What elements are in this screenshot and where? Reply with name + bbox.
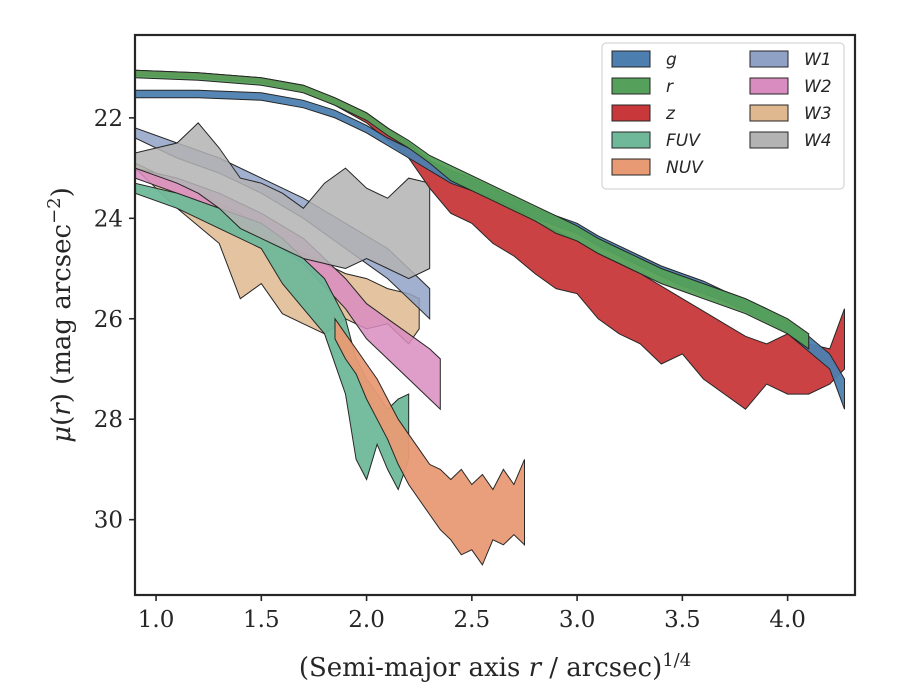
legend-label-r: r bbox=[666, 77, 674, 97]
legend-swatch-r bbox=[611, 77, 651, 95]
series-band-r bbox=[135, 69, 810, 350]
legend-label-w1: W1 bbox=[804, 50, 832, 70]
legend-swatch-fuv bbox=[611, 131, 651, 149]
x-tick-label: 2.5 bbox=[454, 607, 491, 633]
x-axis-label: (Semi-major axis r / arcsec)1/4 bbox=[299, 650, 691, 683]
y-tick-label: 24 bbox=[94, 206, 123, 232]
legend-swatch-w1 bbox=[749, 50, 789, 68]
legend: grz FUV NUV W1 W2 W3 W4 bbox=[601, 42, 845, 190]
plot-frame bbox=[133, 33, 857, 597]
legend-swatch-w2 bbox=[749, 77, 789, 95]
y-axis-label: μ(r) (mag arcsec−2) bbox=[44, 187, 77, 443]
legend-label-w2: W2 bbox=[804, 77, 832, 97]
legend-label-fuv: FUV bbox=[666, 131, 701, 151]
legend-label-z: z bbox=[665, 104, 676, 124]
x-tick-label: 3.5 bbox=[664, 607, 701, 633]
x-tick-label: 1.0 bbox=[138, 607, 175, 633]
legend-label-w3: W3 bbox=[804, 104, 832, 124]
y-tick-label: 30 bbox=[94, 508, 123, 534]
x-tick-label: 3.0 bbox=[559, 607, 596, 633]
y-tick-label: 28 bbox=[94, 407, 123, 433]
legend-swatch-g bbox=[611, 50, 651, 68]
series-layer bbox=[135, 69, 845, 566]
x-tick-label: 4.0 bbox=[769, 607, 806, 633]
x-tick-label: 1.5 bbox=[243, 607, 280, 633]
legend-swatch-z bbox=[611, 104, 651, 122]
legend-label-w4: W4 bbox=[804, 131, 832, 151]
legend-swatch-w3 bbox=[749, 104, 789, 122]
legend-label-nuv: NUV bbox=[666, 158, 704, 178]
legend-label-g: g bbox=[666, 50, 677, 70]
y-tick-label: 22 bbox=[94, 106, 123, 132]
legend-swatch-w4 bbox=[749, 131, 789, 149]
x-tick-label: 2.0 bbox=[348, 607, 385, 633]
series-band-w4 bbox=[135, 122, 431, 280]
y-tick-label: 26 bbox=[94, 307, 123, 333]
ticks-layer: 1.0 1.5 2.0 2.5 3.0 3.5 4.0 22 24 26 28 30 bbox=[94, 106, 806, 633]
series-band-nuv bbox=[334, 317, 525, 566]
legend-swatch-nuv bbox=[611, 158, 651, 176]
